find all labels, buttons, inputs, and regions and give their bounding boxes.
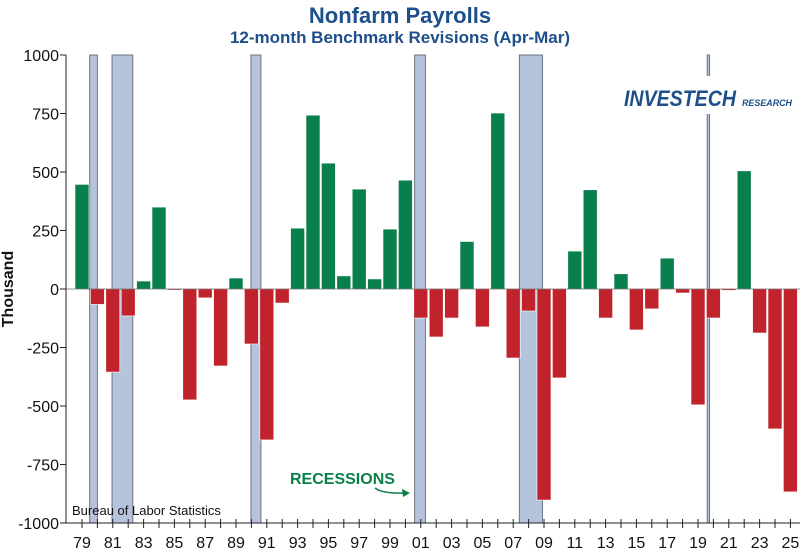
- bar-2008: [521, 288, 536, 312]
- bar-1997: [351, 188, 367, 290]
- bar-1993: [290, 227, 305, 290]
- x-tick-label: 19: [689, 535, 707, 552]
- annotation-arrowhead: [402, 489, 410, 497]
- x-tick-label: 15: [628, 535, 646, 552]
- y-tick-label: 250: [32, 224, 59, 241]
- bar-2006: [490, 112, 506, 290]
- bar-1990: [244, 288, 259, 345]
- x-tick-label: 95: [320, 535, 338, 552]
- x-tick-label: 21: [720, 535, 738, 552]
- x-tick-label: 05: [474, 535, 492, 552]
- source-note: Bureau of Labor Statistics: [72, 503, 221, 518]
- y-tick-label: 750: [32, 107, 59, 124]
- bar-2005: [475, 288, 490, 328]
- bar-2019: [690, 288, 706, 406]
- x-tick-label: 25: [782, 535, 800, 552]
- bar-1999: [382, 228, 398, 290]
- bar-2010: [552, 288, 567, 379]
- y-tick-label: -500: [27, 399, 59, 416]
- x-tick-label: 81: [104, 535, 122, 552]
- bar-1979: [74, 184, 90, 290]
- bar-1986: [182, 288, 198, 401]
- bar-2024: [767, 288, 783, 430]
- bar-2004: [459, 241, 475, 290]
- bar-1982: [120, 288, 136, 317]
- bar-1987: [197, 288, 213, 299]
- x-tick-label: 93: [289, 535, 307, 552]
- bar-2023: [752, 288, 767, 334]
- bar-2009: [536, 288, 552, 501]
- logo-text: INVESTECH: [624, 86, 737, 111]
- x-tick-label: 11: [566, 535, 583, 552]
- bar-1984: [151, 206, 167, 290]
- bar-1996: [336, 275, 352, 290]
- y-tick-label: -250: [27, 341, 59, 358]
- bar-2000: [398, 179, 413, 290]
- bar-2011: [567, 250, 583, 290]
- x-tick-label: 99: [381, 535, 399, 552]
- x-tick-label: 03: [443, 535, 461, 552]
- bar-1980: [90, 288, 105, 305]
- bar-1981: [105, 288, 121, 373]
- chart-subtitle: 12-month Benchmark Revisions (Apr-Mar): [229, 28, 571, 47]
- bar-1988: [213, 288, 228, 367]
- bar-2018: [675, 288, 690, 294]
- y-tick-label: 0: [50, 282, 59, 299]
- bar-2017: [659, 257, 675, 290]
- bar-2003: [444, 288, 459, 319]
- x-tick-label: 09: [535, 535, 553, 552]
- x-tick-label: 07: [504, 535, 522, 552]
- y-tick-label: -1000: [18, 516, 59, 533]
- investech-logo: INVESTECH RESEARCH: [618, 76, 798, 114]
- bar-1994: [305, 114, 321, 290]
- bar-2015: [629, 288, 644, 331]
- x-tick-label: 23: [751, 535, 769, 552]
- x-tick-label: 01: [412, 535, 430, 552]
- logo-subtext: RESEARCH: [742, 98, 792, 108]
- bar-2022: [736, 170, 752, 290]
- bar-2012: [582, 189, 598, 290]
- x-tick-label: 87: [196, 535, 214, 552]
- x-tick-label: 89: [227, 535, 245, 552]
- bar-2020: [706, 288, 721, 319]
- bar-2014: [613, 273, 629, 290]
- x-tick-label: 17: [658, 535, 676, 552]
- bar-2013: [598, 288, 613, 319]
- x-tick-label: 13: [597, 535, 615, 552]
- chart-title: Nonfarm Payrolls: [308, 3, 492, 28]
- bar-2002: [428, 288, 444, 338]
- bar-1983: [136, 280, 151, 290]
- bar-2025: [783, 288, 798, 493]
- bar-1991: [259, 288, 275, 441]
- bar-2016: [644, 288, 660, 310]
- bar-2001: [413, 288, 429, 319]
- bar-1989: [228, 277, 244, 290]
- bar-1992: [274, 288, 290, 304]
- bar-1995: [321, 162, 336, 290]
- x-tick-label: 79: [73, 535, 91, 552]
- x-tick-label: 91: [258, 535, 276, 552]
- x-tick-label: 85: [166, 535, 184, 552]
- y-axis-label: Thousand: [0, 251, 17, 327]
- y-tick-label: 1000: [23, 48, 59, 65]
- x-tick-label: 83: [135, 535, 153, 552]
- recessions-annotation: RECESSIONS: [290, 471, 395, 488]
- y-tick-label: 500: [32, 165, 59, 182]
- x-tick-label: 97: [350, 535, 368, 552]
- y-tick-label: -750: [27, 458, 59, 475]
- bar-2007: [505, 288, 521, 359]
- bar-1998: [367, 278, 382, 290]
